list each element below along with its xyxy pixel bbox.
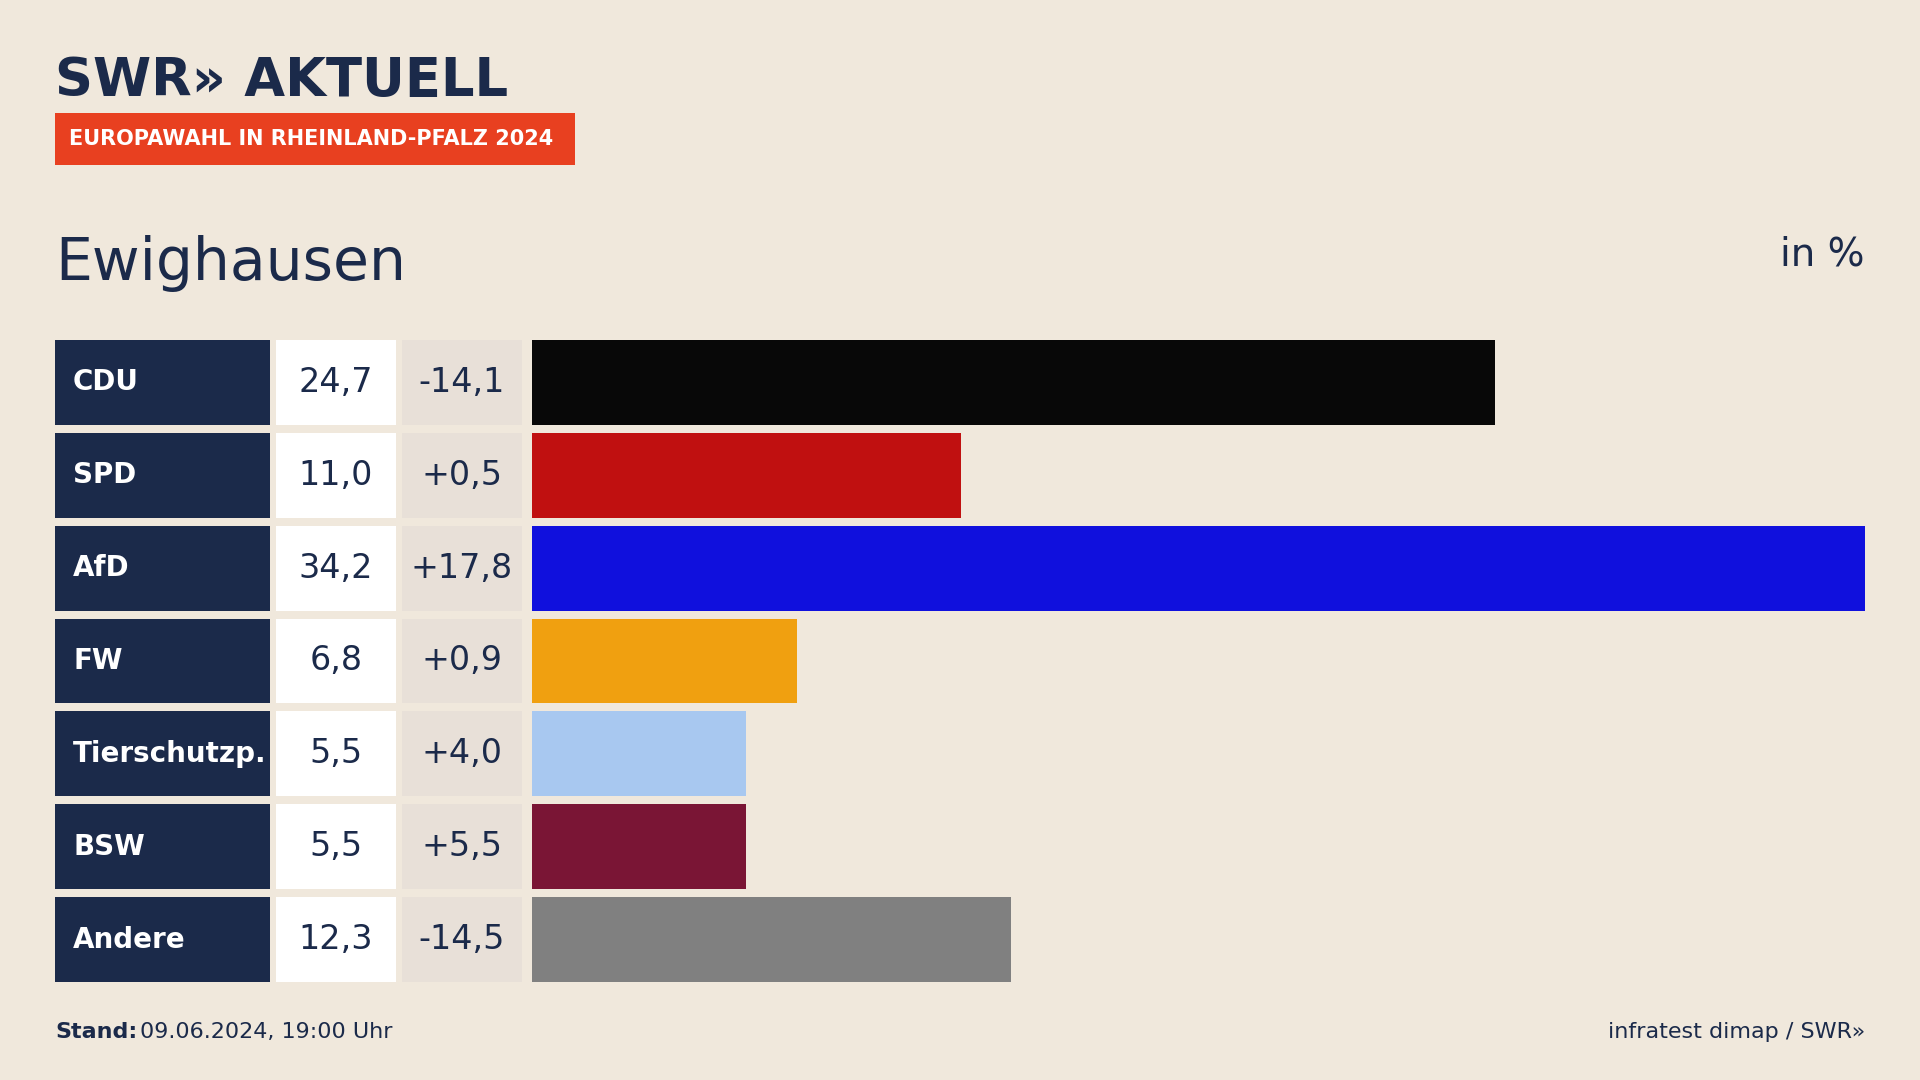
Text: in %: in % [1780,235,1864,273]
Bar [401,805,522,889]
Text: AfD: AfD [73,554,131,582]
Bar [56,433,271,517]
Text: +0,5: +0,5 [422,459,503,491]
Text: 5,5: 5,5 [309,831,363,863]
Bar [276,526,396,610]
Bar [56,340,271,424]
Text: +4,0: +4,0 [422,738,503,770]
Text: SPD: SPD [73,461,136,489]
Text: 5,5: 5,5 [309,738,363,770]
Bar [56,526,271,610]
Bar [401,712,522,796]
Text: 09.06.2024, 19:00 Uhr: 09.06.2024, 19:00 Uhr [140,1022,392,1042]
Text: CDU: CDU [73,368,138,396]
Text: 24,7: 24,7 [300,366,372,399]
Text: +5,5: +5,5 [422,831,503,863]
Text: +0,9: +0,9 [422,645,503,677]
Bar [56,805,271,889]
Bar [276,433,396,517]
Bar [276,897,396,982]
Bar [401,897,522,982]
Bar [532,526,1864,610]
Text: BSW: BSW [73,833,144,861]
Bar [532,433,960,517]
Text: 11,0: 11,0 [300,459,372,491]
Text: Tierschutzp.: Tierschutzp. [73,740,267,768]
Text: +17,8: +17,8 [411,552,513,584]
Text: 34,2: 34,2 [300,552,372,584]
Text: -14,5: -14,5 [419,923,505,956]
Bar [401,340,522,424]
Bar [276,340,396,424]
Bar [56,619,271,703]
Bar [276,619,396,703]
Text: 6,8: 6,8 [309,645,363,677]
Bar [532,712,747,796]
Bar [532,619,797,703]
Bar [532,340,1496,424]
Text: 12,3: 12,3 [300,923,372,956]
Bar [56,897,271,982]
Bar [56,712,271,796]
Text: Ewighausen: Ewighausen [56,235,405,292]
Text: EUROPAWAHL IN RHEINLAND-PFALZ 2024: EUROPAWAHL IN RHEINLAND-PFALZ 2024 [69,129,553,149]
Text: FW: FW [73,647,123,675]
Bar [401,433,522,517]
Bar [401,526,522,610]
Text: -14,1: -14,1 [419,366,505,399]
Text: Stand:: Stand: [56,1022,136,1042]
Bar [532,897,1012,982]
Bar [532,805,747,889]
Text: SWR» AKTUELL: SWR» AKTUELL [56,55,509,107]
Bar [56,113,574,165]
Text: Andere: Andere [73,926,186,954]
Bar [401,619,522,703]
Text: infratest dimap / SWR»: infratest dimap / SWR» [1607,1022,1864,1042]
Bar [276,712,396,796]
Bar [276,805,396,889]
